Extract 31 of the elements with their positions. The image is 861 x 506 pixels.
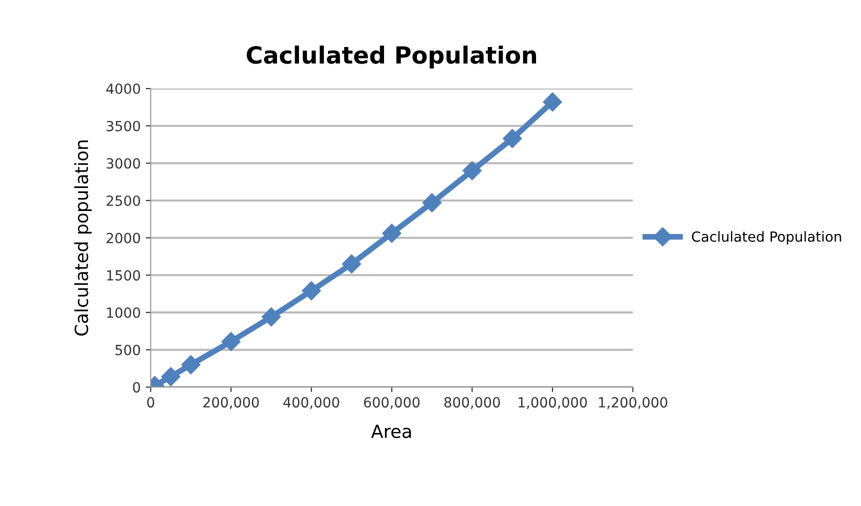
y-tick-label: 2000 (106, 232, 140, 244)
point (422, 193, 442, 212)
point (502, 129, 522, 148)
point (342, 254, 362, 274)
x-tick-label: 1,200,000 (599, 397, 668, 409)
x-tick-label: 0 (147, 397, 154, 408)
x-tick-label: 1,000,000 (518, 397, 587, 409)
chart-title: Caclulated Population (246, 46, 536, 68)
y-tick-label: 500 (116, 344, 140, 356)
x-tick-label: 400,000 (283, 397, 340, 409)
y-tick-label: 3000 (106, 158, 140, 169)
point (222, 332, 241, 352)
y-axis-title: Calculated population (74, 140, 92, 336)
point (302, 281, 321, 300)
point (161, 367, 180, 386)
point (382, 224, 402, 243)
y-tick-label: 2500 (106, 195, 140, 206)
x-tick-label: 800,000 (444, 397, 500, 409)
y-tick-label: 4000 (106, 84, 140, 94)
y-tick-label: 3500 (106, 120, 140, 132)
point (542, 92, 562, 112)
y-tick-label: 0 (133, 382, 140, 393)
point (262, 307, 281, 326)
point (181, 355, 200, 374)
x-tick-label: 200,000 (203, 397, 259, 409)
y-tick-label: 1000 (107, 307, 140, 318)
legend-label: Caclulated Population (692, 231, 842, 245)
x-tick-label: 600,000 (364, 397, 420, 409)
point (462, 161, 482, 180)
y-tick-label: 1500 (107, 270, 140, 281)
x-axis-title: Area (371, 424, 411, 438)
